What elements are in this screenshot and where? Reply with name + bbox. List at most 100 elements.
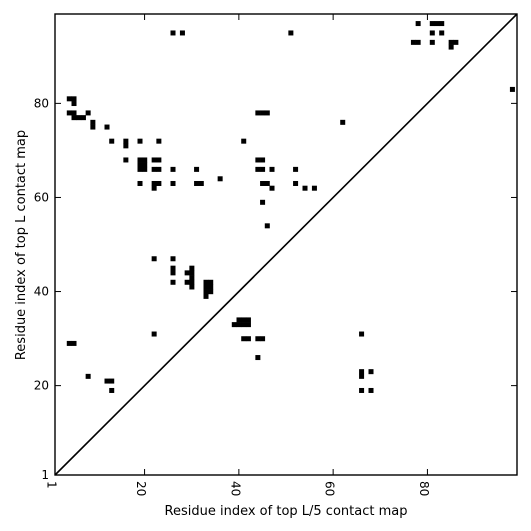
contact-cell xyxy=(264,223,270,229)
contact-cell xyxy=(104,124,110,130)
contact-cell xyxy=(448,39,454,45)
contact-cell xyxy=(429,21,435,27)
contact-cell xyxy=(208,279,214,285)
contact-cell xyxy=(184,270,190,276)
contact-cell xyxy=(66,340,72,346)
contact-cell xyxy=(151,180,157,186)
contact-cell xyxy=(151,166,157,172)
contact-cell xyxy=(170,180,176,186)
contact-cell xyxy=(170,166,176,172)
contact-cell xyxy=(359,387,365,393)
contact-cell xyxy=(194,166,200,172)
contact-cell xyxy=(142,166,148,172)
contact-cell xyxy=(245,336,251,342)
contact-cell xyxy=(66,96,72,102)
contact-cell xyxy=(359,331,365,337)
y-tick-label: 40 xyxy=(34,285,49,299)
contact-cell xyxy=(359,369,365,375)
contact-cell xyxy=(439,21,445,27)
x-tick-label: 60 xyxy=(323,481,337,496)
contact-cell xyxy=(189,284,195,290)
contact-cell xyxy=(156,157,162,163)
contact-cell xyxy=(260,336,266,342)
contact-cell xyxy=(415,39,421,45)
x-tick-label: 80 xyxy=(417,481,431,496)
contact-cell xyxy=(170,270,176,276)
contact-cell xyxy=(260,157,266,163)
axis-ticks: 1 20 40 60 80 1 20 40 60 80 xyxy=(34,14,517,496)
contact-cell xyxy=(288,30,294,36)
x-axis-label: Residue index of top L/5 contact map xyxy=(165,504,408,519)
y-tick-label: 60 xyxy=(34,190,49,204)
contact-cell xyxy=(368,387,374,393)
contact-cell xyxy=(80,115,86,121)
contact-cell xyxy=(231,322,237,328)
contact-cell xyxy=(245,322,251,328)
contact-cell xyxy=(137,166,143,172)
contact-cell xyxy=(198,180,204,186)
contact-cell xyxy=(151,185,157,191)
contact-cell xyxy=(264,110,270,116)
contact-cell xyxy=(90,119,96,125)
contact-cell xyxy=(189,275,195,281)
contact-cell xyxy=(194,180,200,186)
contact-cell xyxy=(260,180,266,186)
contact-cell xyxy=(90,124,96,130)
contact-cell xyxy=(255,336,261,342)
contact-cell xyxy=(429,30,435,36)
contact-cell xyxy=(71,110,77,116)
contact-cell xyxy=(260,110,266,116)
contact-cell xyxy=(203,289,209,295)
contact-cell xyxy=(241,138,247,144)
contact-cell xyxy=(293,180,299,186)
contact-cell xyxy=(151,331,157,337)
contact-cell xyxy=(359,373,365,379)
contact-cell xyxy=(255,110,261,116)
contact-cell xyxy=(236,317,242,323)
y-tick-label: 1 xyxy=(41,468,49,482)
contact-cell xyxy=(170,279,176,285)
contact-cell xyxy=(241,336,247,342)
contact-cell xyxy=(156,138,162,144)
contact-cell xyxy=(170,265,176,271)
y-tick-label: 80 xyxy=(34,96,49,110)
contact-cell xyxy=(123,138,129,144)
contact-cell xyxy=(236,322,242,328)
contact-cell xyxy=(453,39,459,45)
contact-cell xyxy=(142,162,148,168)
contact-cell xyxy=(137,180,143,186)
y-tick-label: 20 xyxy=(34,379,49,393)
contact-cell xyxy=(311,185,317,191)
contact-cell xyxy=(189,265,195,271)
contact-cell xyxy=(137,157,143,163)
contact-cell xyxy=(71,115,77,121)
contact-cell xyxy=(123,157,129,163)
contact-cell xyxy=(151,256,157,262)
contact-cell xyxy=(71,340,77,346)
contact-cell xyxy=(255,166,261,172)
contact-cell xyxy=(429,39,435,45)
contact-cell xyxy=(439,30,445,36)
contact-cell xyxy=(368,369,374,375)
contact-cell xyxy=(410,39,416,45)
contact-cell xyxy=(203,293,209,299)
contact-cell xyxy=(156,180,162,186)
y-axis-label: Residue index of top L contact map xyxy=(14,130,29,360)
contact-cell xyxy=(109,378,115,384)
contact-cell xyxy=(189,279,195,285)
diagonal-line xyxy=(54,13,518,476)
contact-cell xyxy=(170,30,176,36)
contact-cell xyxy=(85,373,91,379)
contact-cell xyxy=(76,115,82,121)
contact-cell xyxy=(170,256,176,262)
contact-cell xyxy=(260,199,266,205)
contact-cell xyxy=(260,166,266,172)
contact-cell xyxy=(255,157,261,163)
contact-cell xyxy=(208,289,214,295)
contact-cell xyxy=(109,387,115,393)
x-tick-label: 1 xyxy=(45,481,59,489)
contact-cell xyxy=(184,279,190,285)
contact-cell xyxy=(434,21,440,27)
contact-cell xyxy=(269,185,275,191)
